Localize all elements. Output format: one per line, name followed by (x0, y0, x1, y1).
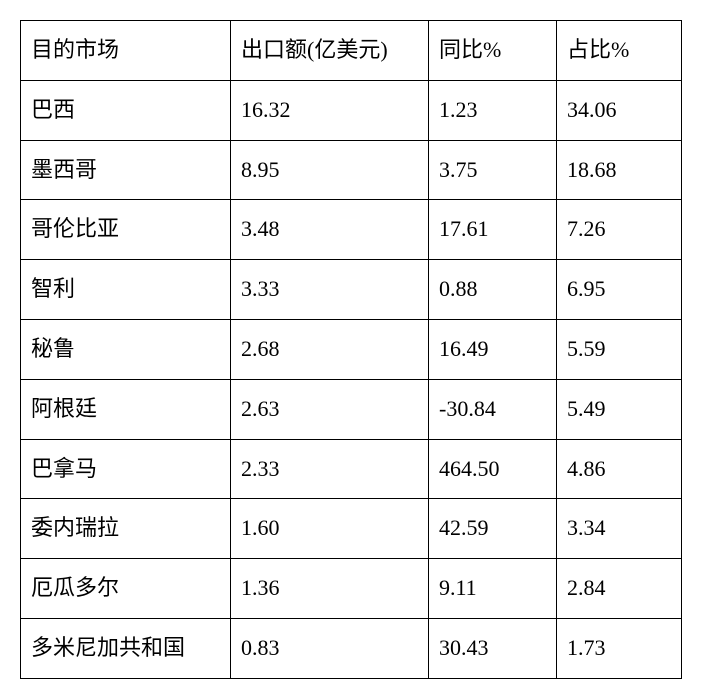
cell-export-value: 8.95 (231, 140, 429, 200)
cell-export-value: 2.68 (231, 319, 429, 379)
cell-yoy: 1.23 (429, 80, 557, 140)
cell-market: 阿根廷 (21, 379, 231, 439)
table-row: 哥伦比亚 3.48 17.61 7.26 (21, 200, 682, 260)
col-header-export-value: 出口额(亿美元) (231, 21, 429, 81)
cell-market: 委内瑞拉 (21, 499, 231, 559)
cell-share: 6.95 (557, 260, 682, 320)
cell-share: 34.06 (557, 80, 682, 140)
col-header-yoy: 同比% (429, 21, 557, 81)
col-header-share: 占比% (557, 21, 682, 81)
table-row: 多米尼加共和国 0.83 30.43 1.73 (21, 618, 682, 678)
table-row: 墨西哥 8.95 3.75 18.68 (21, 140, 682, 200)
cell-export-value: 3.33 (231, 260, 429, 320)
cell-yoy: 3.75 (429, 140, 557, 200)
cell-export-value: 16.32 (231, 80, 429, 140)
cell-export-value: 3.48 (231, 200, 429, 260)
cell-yoy: 16.49 (429, 319, 557, 379)
table-row: 委内瑞拉 1.60 42.59 3.34 (21, 499, 682, 559)
cell-export-value: 1.60 (231, 499, 429, 559)
cell-market: 哥伦比亚 (21, 200, 231, 260)
cell-yoy: -30.84 (429, 379, 557, 439)
cell-yoy: 42.59 (429, 499, 557, 559)
table-row: 秘鲁 2.68 16.49 5.59 (21, 319, 682, 379)
cell-export-value: 2.33 (231, 439, 429, 499)
cell-share: 18.68 (557, 140, 682, 200)
cell-market: 巴拿马 (21, 439, 231, 499)
cell-yoy: 17.61 (429, 200, 557, 260)
cell-yoy: 30.43 (429, 618, 557, 678)
cell-share: 7.26 (557, 200, 682, 260)
table-row: 智利 3.33 0.88 6.95 (21, 260, 682, 320)
cell-share: 4.86 (557, 439, 682, 499)
table-row: 巴拿马 2.33 464.50 4.86 (21, 439, 682, 499)
cell-market: 墨西哥 (21, 140, 231, 200)
col-header-market: 目的市场 (21, 21, 231, 81)
cell-share: 5.59 (557, 319, 682, 379)
cell-market: 秘鲁 (21, 319, 231, 379)
cell-share: 2.84 (557, 559, 682, 619)
cell-export-value: 1.36 (231, 559, 429, 619)
cell-yoy: 0.88 (429, 260, 557, 320)
cell-yoy: 9.11 (429, 559, 557, 619)
cell-export-value: 0.83 (231, 618, 429, 678)
cell-market: 多米尼加共和国 (21, 618, 231, 678)
table-row: 阿根廷 2.63 -30.84 5.49 (21, 379, 682, 439)
cell-market: 智利 (21, 260, 231, 320)
cell-market: 巴西 (21, 80, 231, 140)
cell-share: 1.73 (557, 618, 682, 678)
table-header-row: 目的市场 出口额(亿美元) 同比% 占比% (21, 21, 682, 81)
table-row: 厄瓜多尔 1.36 9.11 2.84 (21, 559, 682, 619)
cell-market: 厄瓜多尔 (21, 559, 231, 619)
cell-export-value: 2.63 (231, 379, 429, 439)
cell-share: 5.49 (557, 379, 682, 439)
table-body: 巴西 16.32 1.23 34.06 墨西哥 8.95 3.75 18.68 … (21, 80, 682, 678)
cell-yoy: 464.50 (429, 439, 557, 499)
cell-share: 3.34 (557, 499, 682, 559)
export-market-table: 目的市场 出口额(亿美元) 同比% 占比% 巴西 16.32 1.23 34.0… (20, 20, 682, 679)
table-row: 巴西 16.32 1.23 34.06 (21, 80, 682, 140)
